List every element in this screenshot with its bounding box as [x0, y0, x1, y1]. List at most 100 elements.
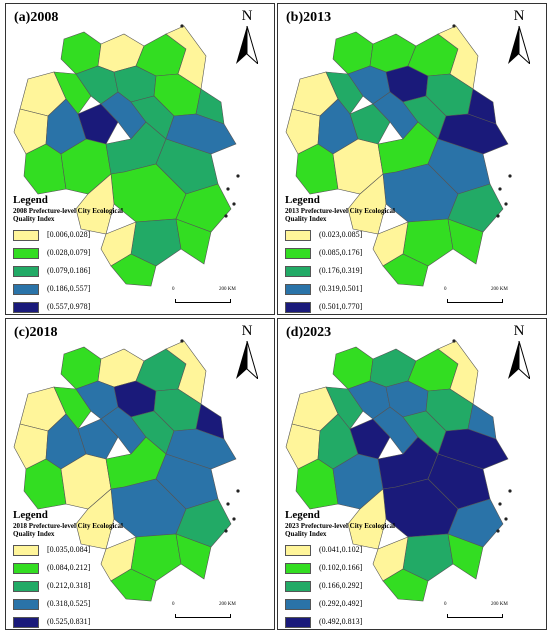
- legend-class-label: [0.035,0.084]: [47, 545, 91, 554]
- legend-class-label: (0.557,0.978]: [47, 302, 91, 311]
- legend-rows: (0.041,0.102] (0.102,0.166] (0.166,0.292] (…: [285, 543, 415, 629]
- north-arrow: N: [230, 8, 264, 66]
- legend-row: (0.186,0.557]: [13, 282, 143, 298]
- legend-subtitle: 2008 Prefecture-level City Ecological Qu…: [13, 207, 123, 223]
- region-polygon: [382, 253, 429, 287]
- legend-swatch: [285, 266, 311, 277]
- legend-row: (0.085,0.176]: [285, 246, 415, 262]
- legend-class-label: (0.041,0.102]: [319, 545, 363, 554]
- island-marker: [452, 339, 456, 343]
- legend-swatch: [285, 617, 311, 628]
- legend-rows: [0.035,0.084] (0.084,0.212] (0.212,0.318] (…: [13, 543, 143, 629]
- scale-bar-line: [447, 614, 503, 618]
- island-marker: [498, 187, 502, 191]
- map-panel-3: (c)2018 N Legend 2018 Prefecture-level C…: [5, 318, 275, 630]
- scale-end-label: 200 KM: [491, 602, 508, 607]
- panel-title: (a)2008: [14, 10, 59, 25]
- legend-row: (0.557,0.978]: [13, 300, 143, 314]
- legend-class-label: (0.212,0.318]: [47, 581, 91, 590]
- region-polygon: [175, 183, 232, 233]
- legend-class-label: [0.006,0.028]: [47, 230, 91, 239]
- island-marker: [504, 517, 508, 521]
- legend-swatch: [285, 545, 311, 556]
- legend: Legend 2008 Prefecture-level City Ecolog…: [13, 194, 143, 314]
- legend-swatch: [285, 581, 311, 592]
- legend-swatch: [13, 284, 39, 295]
- legend-class-label: (0.085,0.176]: [319, 248, 363, 257]
- legend-row: (0.525,0.831]: [13, 615, 143, 629]
- region-polygon: [110, 253, 157, 287]
- legend-swatch: [13, 230, 39, 241]
- legend-rows: [0.006,0.028] (0.028,0.079] (0.079,0.186] (…: [13, 228, 143, 314]
- scale-end-label: 200 KM: [491, 287, 508, 292]
- north-arrow: N: [502, 323, 536, 381]
- region-polygon: [175, 533, 212, 580]
- legend-row: (0.084,0.212]: [13, 561, 143, 577]
- island-marker: [236, 489, 240, 493]
- legend-row: (0.318,0.525]: [13, 597, 143, 613]
- legend-class-label: (0.525,0.831]: [47, 617, 91, 626]
- legend-swatch: [285, 302, 311, 313]
- scale-end-label: 200 KM: [219, 602, 236, 607]
- scale-bar-line: [175, 299, 231, 303]
- island-marker: [232, 517, 236, 521]
- legend-title: Legend: [285, 509, 320, 521]
- legend-title: Legend: [13, 509, 48, 521]
- north-label: N: [513, 323, 525, 339]
- island-marker: [180, 24, 184, 28]
- region-polygon: [447, 218, 484, 265]
- map-panel-1: (a)2008 N Legend 2008 Prefecture-level C…: [5, 3, 275, 315]
- island-marker: [224, 214, 228, 218]
- legend-row: (0.176,0.319]: [285, 264, 415, 280]
- legend-row: [0.035,0.084]: [13, 543, 143, 559]
- legend-swatch: [13, 248, 39, 259]
- scale-start-label: 0: [444, 287, 447, 292]
- island-marker: [452, 24, 456, 28]
- legend-swatch: [13, 581, 39, 592]
- island-marker: [504, 202, 508, 206]
- panel-title: (d)2023: [286, 325, 332, 340]
- island-marker: [496, 529, 500, 533]
- scale-start-label: 0: [444, 602, 447, 607]
- island-marker: [180, 339, 184, 343]
- region-polygon: [175, 218, 212, 265]
- legend-row: (0.319,0.501]: [285, 282, 415, 298]
- north-arrow-icon: [236, 26, 258, 64]
- legend-row: (0.212,0.318]: [13, 579, 143, 595]
- legend-row: (0.023,0.085]: [285, 228, 415, 244]
- north-arrow-icon: [508, 341, 530, 379]
- legend-class-label: (0.023,0.085]: [319, 230, 363, 239]
- north-arrow-icon: [508, 26, 530, 64]
- legend-title: Legend: [13, 194, 48, 206]
- legend-swatch: [13, 545, 39, 556]
- legend-swatch: [285, 599, 311, 610]
- legend-swatch: [285, 563, 311, 574]
- region-polygon: [77, 103, 119, 145]
- legend-subtitle: 2018 Prefecture-level City Ecological Qu…: [13, 522, 123, 538]
- island-marker: [226, 187, 230, 191]
- legend-rows: (0.023,0.085] (0.085,0.176] (0.176,0.319] (…: [285, 228, 415, 314]
- legend-row: [0.006,0.028]: [13, 228, 143, 244]
- scale-bar: 0 200 KM: [441, 287, 511, 307]
- choropleth-map: [285, 339, 512, 602]
- legend-class-label: (0.176,0.319]: [319, 266, 363, 275]
- legend-class-label: (0.318,0.525]: [47, 599, 91, 608]
- legend-swatch: [13, 599, 39, 610]
- scale-end-label: 200 KM: [219, 287, 236, 292]
- scale-start-label: 0: [172, 602, 175, 607]
- region-polygon: [447, 183, 504, 233]
- region-polygon: [447, 533, 484, 580]
- legend-class-label: (0.492,0.813]: [319, 617, 363, 626]
- north-label: N: [513, 8, 525, 24]
- legend-class-label: (0.028,0.079]: [47, 248, 91, 257]
- choropleth-map: [13, 339, 240, 602]
- region-polygon: [110, 568, 157, 602]
- legend-swatch: [285, 230, 311, 241]
- legend-class-label: (0.319,0.501]: [319, 284, 363, 293]
- legend-row: (0.166,0.292]: [285, 579, 415, 595]
- island-marker: [232, 202, 236, 206]
- island-marker: [498, 502, 502, 506]
- legend-row: (0.501,0.770]: [285, 300, 415, 314]
- scale-bar-line: [447, 299, 503, 303]
